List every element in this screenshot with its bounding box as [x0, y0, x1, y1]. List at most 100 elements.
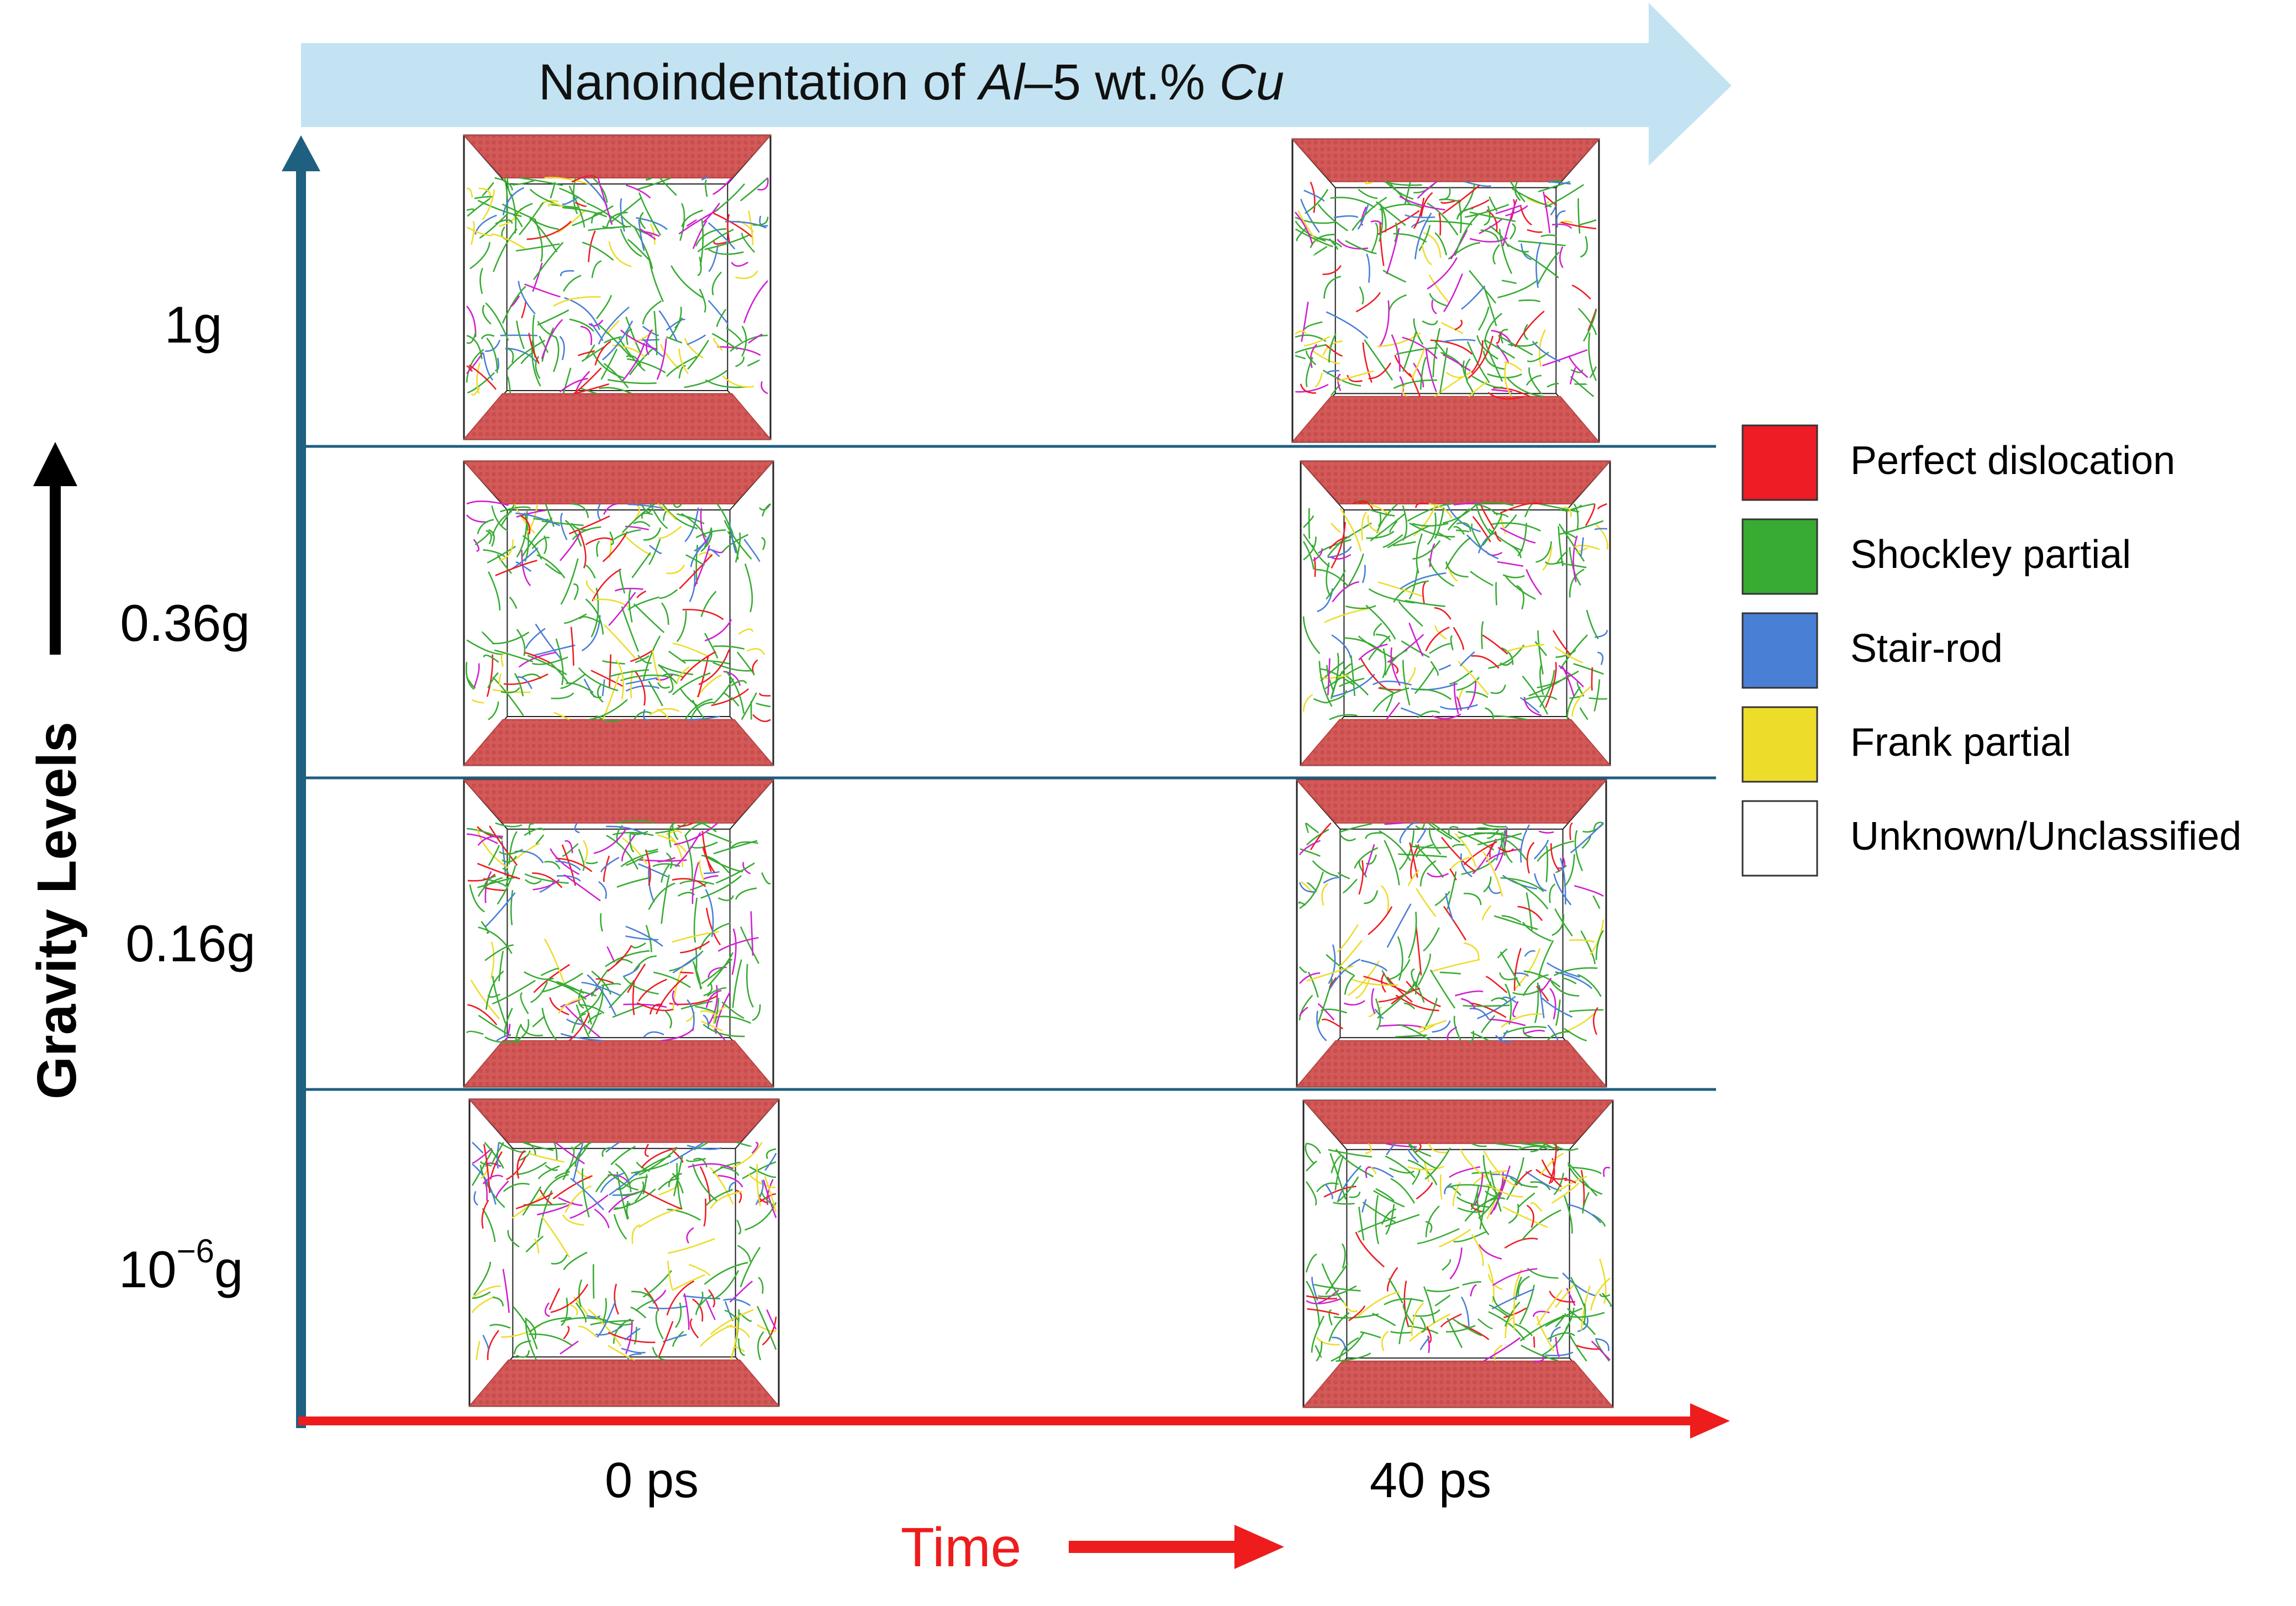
dislocation-line — [722, 375, 754, 388]
dislocation-line — [1492, 1268, 1538, 1286]
dislocation-line — [735, 887, 757, 900]
dislocation-line — [562, 207, 608, 218]
dislocation-line — [1590, 1277, 1611, 1311]
dislocation-line — [1360, 960, 1388, 972]
dislocation-line — [541, 520, 584, 526]
dislocation-line — [679, 687, 699, 707]
dislocation-line — [1347, 554, 1364, 588]
dislocation-line — [499, 539, 514, 562]
dislocation-line — [1329, 689, 1347, 702]
dislocation-line — [492, 980, 536, 1005]
dislocation-line — [1355, 292, 1381, 313]
dislocation-line — [1331, 1331, 1365, 1362]
dislocation-line — [1495, 204, 1522, 214]
dislocation-line — [1504, 1238, 1538, 1249]
dislocation-line — [1538, 940, 1554, 978]
dislocation-line — [1379, 203, 1384, 242]
dislocation-line — [1371, 222, 1379, 254]
dislocation-line — [750, 911, 754, 956]
dislocation-line — [1484, 313, 1503, 342]
dislocation-line — [1459, 651, 1475, 667]
dislocation-line — [714, 998, 720, 1024]
dislocation-line — [1553, 967, 1598, 976]
dislocation-line — [1500, 527, 1536, 544]
dislocation-line — [1453, 626, 1464, 650]
dislocation-line — [731, 928, 737, 975]
dislocation-line — [667, 1208, 701, 1221]
dislocation-line — [744, 563, 753, 613]
dislocation-line — [608, 669, 650, 677]
dislocation-line — [482, 1335, 489, 1350]
dislocation-line — [469, 884, 485, 913]
dislocation-line — [493, 228, 518, 272]
dislocation-line — [1460, 853, 1472, 877]
dislocation-line — [1569, 367, 1576, 385]
dislocation-line — [1331, 652, 1339, 699]
dislocation-line — [1506, 243, 1529, 253]
dislocation-line — [686, 1227, 694, 1244]
dislocation-line — [1358, 1207, 1365, 1241]
dislocation-line — [672, 878, 706, 887]
dislocation-line — [1313, 698, 1330, 704]
dislocation-line — [573, 367, 602, 394]
dislocation-line — [484, 944, 514, 961]
dislocation-line — [692, 220, 708, 249]
dislocation-line — [578, 1325, 598, 1338]
dislocation-line — [1361, 565, 1366, 583]
dislocation-line — [1400, 572, 1447, 589]
dislocation-line — [704, 179, 708, 197]
dislocation-line — [650, 223, 656, 245]
dislocation-line — [1498, 335, 1533, 356]
dislocation-line — [1497, 1029, 1508, 1042]
dislocation-line — [1490, 684, 1506, 694]
dislocation-line — [1295, 344, 1326, 354]
dislocation-line — [1342, 878, 1358, 894]
dislocation-line — [1568, 355, 1588, 378]
dislocation-line — [1551, 223, 1572, 229]
dislocation-line — [564, 613, 587, 624]
dislocation-line — [659, 344, 680, 370]
dislocation-line — [503, 1183, 530, 1192]
dislocation-line — [1341, 1243, 1346, 1269]
dislocation-line — [1497, 561, 1524, 567]
dislocation-line — [497, 554, 512, 574]
dislocation-line — [1505, 1316, 1515, 1339]
dislocation-line — [640, 228, 656, 240]
simulation-snapshot — [1295, 779, 1608, 1088]
dislocation-line — [615, 959, 633, 965]
dislocation-line — [484, 892, 516, 928]
dislocation-line — [601, 1146, 611, 1157]
dislocation-line — [665, 1010, 672, 1029]
dislocation-line — [493, 1297, 504, 1307]
dislocation-line — [1448, 569, 1459, 582]
dislocation-line — [740, 1246, 761, 1288]
dislocation-line — [466, 662, 475, 690]
dislocation-line — [644, 1144, 650, 1157]
dislocation-line — [516, 1150, 525, 1179]
dislocation-line — [1486, 1183, 1524, 1198]
dislocation-line — [1365, 854, 1377, 865]
dislocation-line — [510, 193, 517, 234]
dislocation-line — [1300, 383, 1316, 394]
dislocation-line — [678, 365, 687, 379]
dislocation-line — [1456, 677, 1480, 691]
dislocation-line — [1538, 181, 1571, 193]
dislocation-line — [529, 1317, 572, 1333]
dislocation-line — [703, 1198, 706, 1227]
dislocation-line — [1420, 192, 1433, 217]
dislocation-line — [1544, 561, 1564, 565]
dislocation-line — [761, 872, 771, 884]
dislocation-line — [497, 865, 516, 905]
dislocation-line — [715, 183, 745, 212]
dislocation-line — [642, 325, 659, 336]
dislocation-line — [1425, 1205, 1440, 1238]
dislocation-line — [1368, 362, 1392, 380]
dislocation-line — [657, 834, 688, 854]
dislocation-line — [1421, 244, 1433, 266]
dislocation-line — [1580, 537, 1584, 557]
dislocation-line — [524, 971, 554, 980]
dislocation-line — [1562, 563, 1587, 568]
dislocation-line — [637, 655, 652, 664]
dislocation-line — [729, 841, 758, 851]
dislocation-line — [705, 989, 722, 1008]
